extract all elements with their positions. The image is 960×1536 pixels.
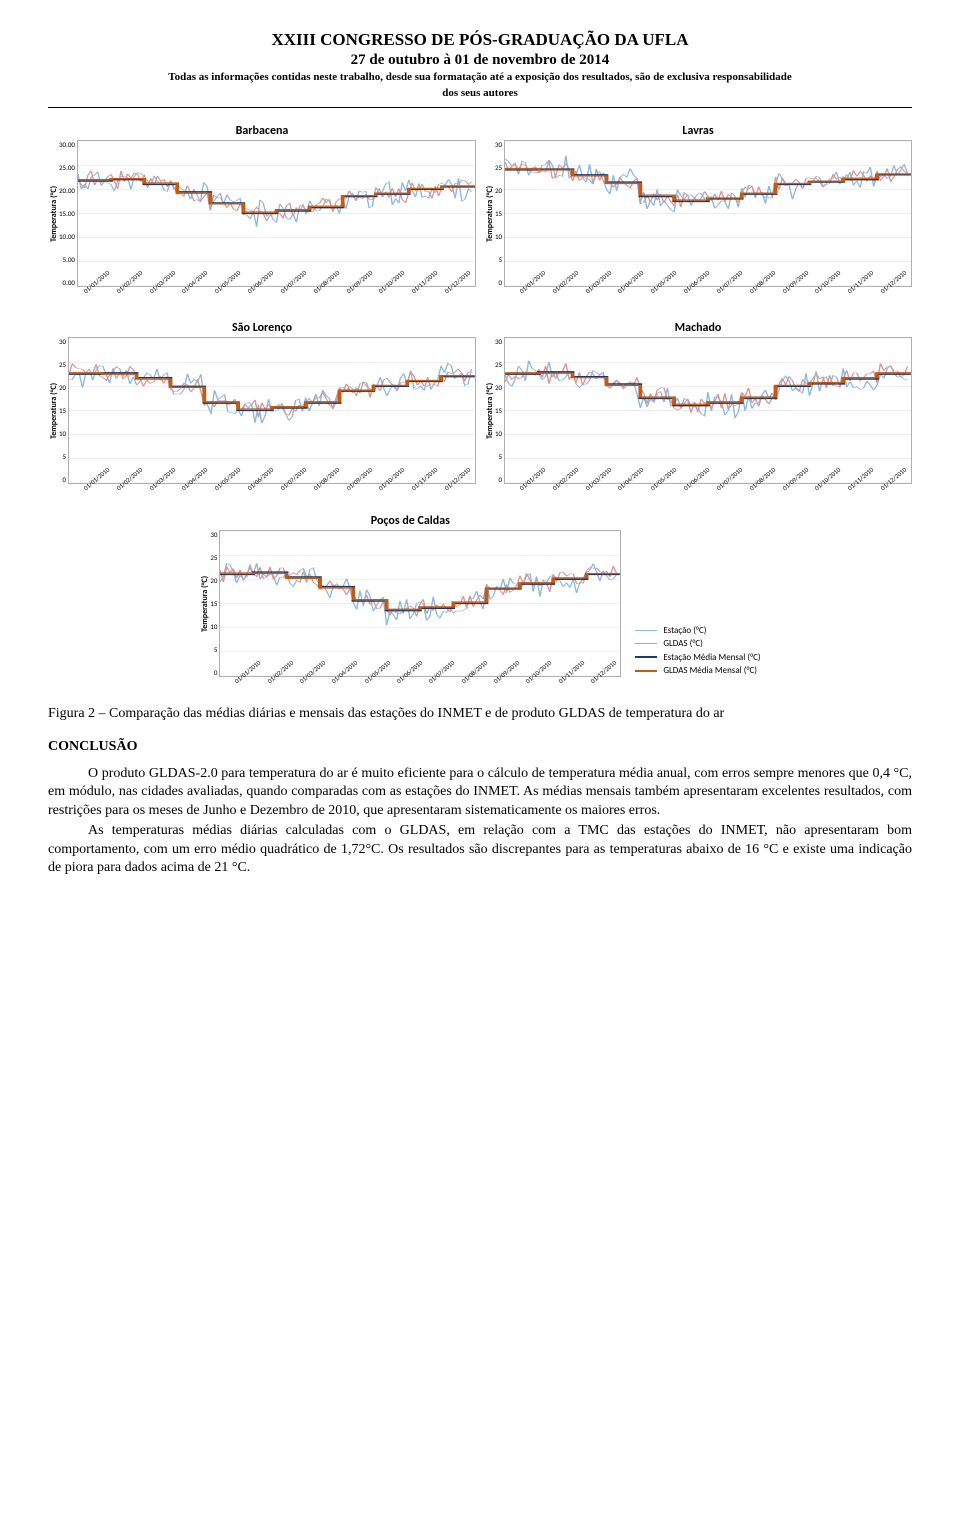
chart-plot-area (504, 140, 912, 287)
chart-xticks: 01/01/201001/02/201001/03/201001/04/2010… (518, 486, 912, 512)
header-disclaimer-l1: Todas as informações contidas neste trab… (48, 71, 912, 85)
chart-title: Poços de Caldas (199, 514, 621, 528)
legend-label: Estação Média Mensal (°C) (663, 651, 760, 665)
section-heading: CONCLUSÃO (48, 739, 912, 755)
chart-xticks: 01/01/201001/02/201001/03/201001/04/2010… (518, 289, 912, 315)
legend-label: Estação (°C) (663, 624, 706, 638)
chart-xticks: 01/01/201001/02/201001/03/201001/04/2010… (233, 679, 621, 705)
legend-swatch (635, 670, 657, 672)
legend-swatch (635, 656, 657, 658)
chart-title: Lavras (484, 124, 912, 138)
chart-grid: Barbacena Temperatura (°C) 30.0025.0020.… (48, 124, 912, 512)
chart-yticks: 302520151050 (59, 337, 68, 484)
chart-lavras: Lavras Temperatura (°C) 302520151050 01/… (484, 124, 912, 315)
chart-title: Barbacena (48, 124, 476, 138)
header-disclaimer-l2: dos seus autores (48, 87, 912, 101)
chart-yticks: 302520151050 (210, 530, 219, 677)
para-2: As temperaturas médias diárias calculada… (48, 822, 912, 877)
chart-legend: Estação (°C) GLDAS (°C) Estação Média Me… (635, 624, 760, 678)
header-rule (48, 107, 912, 108)
header-title: XXIII CONGRESSO DE PÓS-GRADUAÇÃO DA UFLA (48, 30, 912, 50)
legend-item: Estação (°C) (635, 624, 760, 638)
legend-label: GLDAS Média Mensal (°C) (663, 664, 757, 678)
page-header: XXIII CONGRESSO DE PÓS-GRADUAÇÃO DA UFLA… (48, 30, 912, 101)
chart-ylabel: Temperatura (°C) (48, 337, 59, 484)
header-subtitle: 27 de outubro à 01 de novembro de 2014 (48, 52, 912, 69)
chart-title: São Lorenço (48, 321, 476, 335)
legend-item: GLDAS (°C) (635, 637, 760, 651)
chart-xticks: 01/01/201001/02/201001/03/201001/04/2010… (82, 289, 476, 315)
chart-ylabel: Temperatura (°C) (199, 530, 210, 677)
legend-item: GLDAS Média Mensal (°C) (635, 664, 760, 678)
chart-ylabel: Temperatura (°C) (484, 140, 495, 287)
chart-title: Machado (484, 321, 912, 335)
figure-caption: Figura 2 – Comparação das médias diárias… (48, 705, 912, 723)
chart-yticks: 302520151050 (495, 337, 504, 484)
chart-yticks: 30.0025.0020.0015.0010.005.000.00 (59, 140, 77, 287)
chart-ylabel: Temperatura (°C) (484, 337, 495, 484)
chart-ylabel: Temperatura (°C) (48, 140, 59, 287)
chart-plot-area (219, 530, 621, 677)
chart-plot-area (504, 337, 912, 484)
legend-swatch (635, 630, 657, 631)
para-1: O produto GLDAS-2.0 para temperatura do … (48, 765, 912, 820)
chart-sao-lorenco: São Lorenço Temperatura (°C) 30252015105… (48, 321, 476, 512)
legend-item: Estação Média Mensal (°C) (635, 651, 760, 665)
chart-xticks: 01/01/201001/02/201001/03/201001/04/2010… (82, 486, 476, 512)
chart-plot-area (68, 337, 476, 484)
chart-barbacena: Barbacena Temperatura (°C) 30.0025.0020.… (48, 124, 476, 315)
chart-pocos-de-caldas: Poços de Caldas Temperatura (°C) 3025201… (199, 514, 621, 705)
legend-swatch (635, 643, 657, 644)
chart-machado: Machado Temperatura (°C) 302520151050 01… (484, 321, 912, 512)
chart-yticks: 302520151050 (495, 140, 504, 287)
bottom-row: Poços de Caldas Temperatura (°C) 3025201… (48, 514, 912, 705)
legend-label: GLDAS (°C) (663, 637, 703, 651)
chart-plot-area (77, 140, 476, 287)
